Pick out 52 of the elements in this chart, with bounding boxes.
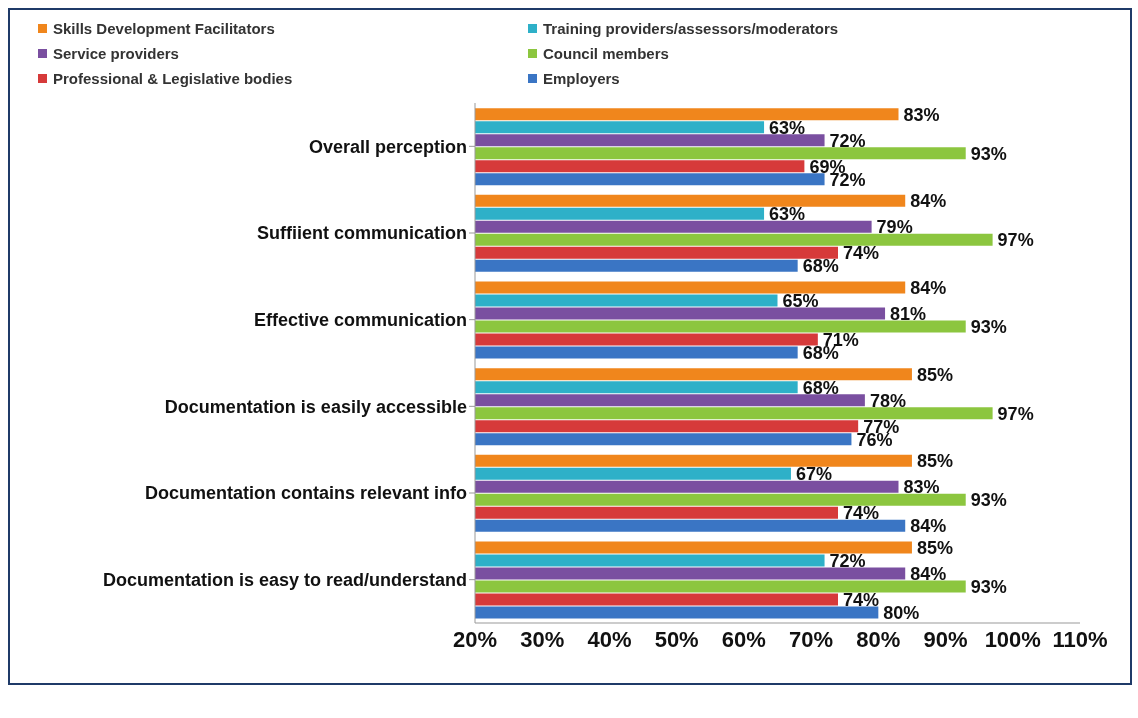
x-tick-label: 90% bbox=[923, 626, 968, 652]
data-label: 97% bbox=[997, 230, 1034, 251]
data-label: 85% bbox=[916, 451, 953, 472]
x-tick-label: 20% bbox=[452, 626, 498, 652]
x-tick-label: 60% bbox=[721, 626, 766, 652]
legend-label: Training providers/assessors/moderators bbox=[542, 20, 840, 37]
data-label: 85% bbox=[916, 537, 953, 558]
data-label: 74% bbox=[843, 589, 880, 610]
data-label: 84% bbox=[910, 563, 947, 584]
data-label: 84% bbox=[910, 277, 947, 298]
data-label: 85% bbox=[916, 364, 953, 385]
x-tick-label: 110% bbox=[1052, 626, 1108, 652]
data-label: 63% bbox=[769, 117, 806, 138]
x-tick-label: 40% bbox=[587, 626, 632, 652]
data-label: 93% bbox=[970, 576, 1007, 597]
x-tick-label: 100% bbox=[984, 626, 1041, 652]
data-label: 72% bbox=[829, 550, 866, 571]
data-label: 74% bbox=[843, 503, 880, 524]
y-tick-label: Documentation is easily accessible bbox=[164, 396, 467, 417]
y-tick-label: Documentation contains relevant info bbox=[144, 483, 467, 504]
data-label: 65% bbox=[782, 290, 819, 311]
data-label: 63% bbox=[769, 204, 806, 225]
data-label: 68% bbox=[802, 256, 839, 277]
x-tick-label: 70% bbox=[789, 626, 834, 652]
x-tick-label: 50% bbox=[654, 626, 699, 652]
data-label: 93% bbox=[970, 316, 1007, 337]
y-tick-label: Suffiient communication bbox=[256, 223, 467, 244]
y-tick-label: Overall perception bbox=[308, 136, 467, 157]
data-label: 79% bbox=[876, 217, 913, 238]
data-label: 93% bbox=[970, 143, 1007, 164]
legend-label: Service providers bbox=[52, 45, 180, 62]
data-label: 84% bbox=[910, 516, 947, 537]
data-label: 74% bbox=[843, 243, 880, 264]
legend-label: Skills Development Facilitators bbox=[52, 20, 276, 37]
data-label: 72% bbox=[829, 130, 866, 151]
data-label: 78% bbox=[869, 390, 906, 411]
data-label: 81% bbox=[890, 303, 927, 324]
data-label: 83% bbox=[903, 104, 940, 125]
legend-label: Professional & Legislative bodies bbox=[52, 70, 294, 87]
legend-label: Employers bbox=[542, 70, 621, 87]
data-label: 97% bbox=[997, 403, 1034, 424]
data-label: 80% bbox=[883, 602, 920, 623]
y-tick-label: Effective communication bbox=[253, 310, 467, 331]
data-label: 93% bbox=[970, 490, 1007, 511]
y-tick-label: Documentation is easy to read/understand bbox=[102, 570, 467, 591]
legend-label: Council members bbox=[542, 45, 670, 62]
data-label: 84% bbox=[910, 191, 947, 212]
data-label: 67% bbox=[795, 464, 832, 485]
x-tick-label: 30% bbox=[520, 626, 565, 652]
data-label: 83% bbox=[903, 477, 940, 498]
x-tick-label: 80% bbox=[856, 626, 901, 652]
data-label: 68% bbox=[802, 377, 839, 398]
